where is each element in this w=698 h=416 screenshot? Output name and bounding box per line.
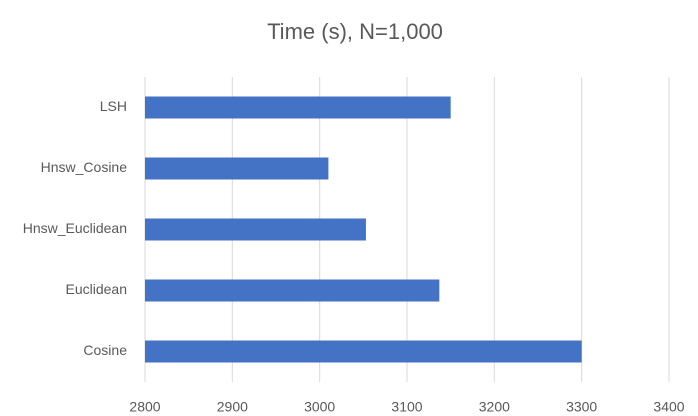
bar	[145, 340, 582, 363]
y-tick-label: Euclidean	[66, 281, 128, 297]
bar	[145, 218, 366, 241]
x-tick-label: 3200	[479, 399, 510, 415]
x-tick-label: 3000	[304, 399, 335, 415]
y-tick-label: LSH	[100, 98, 127, 114]
y-tick-label: Cosine	[83, 342, 127, 358]
x-tick-label: 3300	[566, 399, 597, 415]
bar	[145, 279, 440, 302]
bar	[145, 157, 329, 180]
bar	[145, 96, 451, 119]
y-tick-label: Hnsw_Cosine	[41, 159, 128, 175]
y-tick-label: Hnsw_Euclidean	[23, 220, 127, 236]
x-tick-label: 3400	[653, 399, 684, 415]
x-tick-label: 2800	[129, 399, 160, 415]
chart-title: Time (s), N=1,000	[267, 19, 443, 44]
x-tick-label: 3100	[391, 399, 422, 415]
x-tick-label: 2900	[217, 399, 248, 415]
